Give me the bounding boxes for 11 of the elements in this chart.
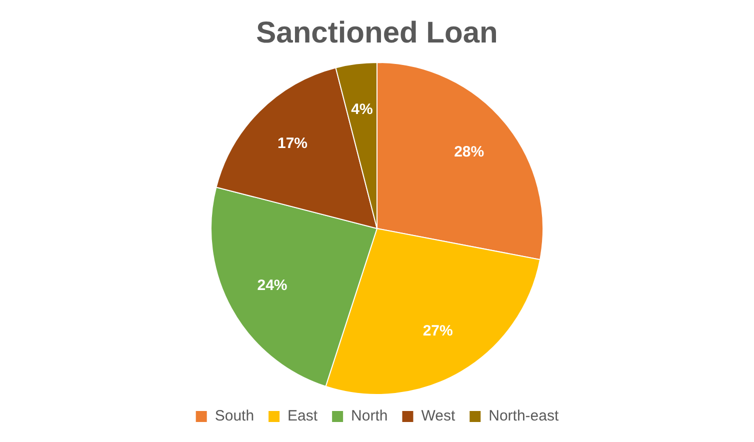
- data-label: 4%: [351, 101, 373, 118]
- legend-label: North-east: [488, 408, 560, 425]
- legend-label: East: [288, 408, 318, 425]
- data-label: 27%: [422, 322, 453, 340]
- legend-label: North: [351, 408, 388, 425]
- data-label: 24%: [257, 277, 288, 294]
- data-label: 28%: [454, 143, 484, 160]
- legend-label: South: [214, 408, 254, 425]
- legend-label: West: [421, 408, 456, 425]
- data-label: 17%: [277, 135, 308, 152]
- chart-title: Sanctioned Loan: [256, 16, 498, 50]
